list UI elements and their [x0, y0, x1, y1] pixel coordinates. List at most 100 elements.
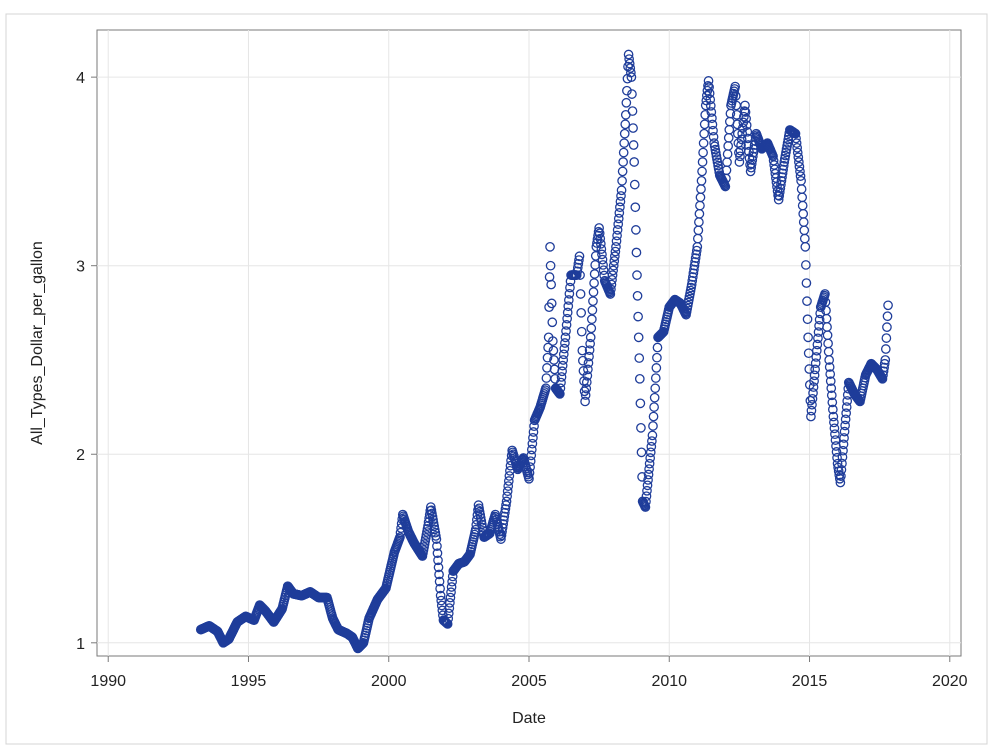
- data-point: [434, 576, 445, 587]
- data-point: [621, 97, 632, 108]
- data-point: [647, 430, 658, 441]
- data-point: [431, 534, 442, 544]
- data-point: [607, 274, 617, 285]
- data-point: [593, 230, 603, 241]
- data-point: [736, 134, 747, 145]
- data-point: [804, 364, 815, 374]
- data-point: [612, 225, 623, 235]
- data-point: [429, 524, 440, 535]
- data-point: [801, 260, 811, 270]
- data-point: [582, 370, 593, 381]
- data-point: [594, 228, 605, 239]
- data-point: [581, 383, 592, 394]
- data-point: [475, 509, 486, 520]
- data-point: [573, 258, 584, 269]
- data-point: [650, 383, 661, 394]
- data-point: [549, 355, 559, 365]
- data-point: [594, 223, 604, 233]
- data-point: [708, 132, 719, 142]
- data-point: [442, 619, 453, 629]
- data-point: [711, 151, 722, 161]
- data-point: [645, 453, 656, 463]
- data-point: [776, 179, 786, 190]
- data-point: [546, 298, 557, 309]
- y-tick-label: 2: [76, 447, 85, 464]
- y-axis: 1 2 3 4: [76, 70, 97, 653]
- data-point: [545, 260, 556, 271]
- data-point: [598, 260, 608, 270]
- data-point: [795, 166, 805, 177]
- x-tick-label: 2000: [371, 673, 407, 690]
- data-point: [624, 58, 635, 69]
- data-point: [431, 531, 441, 541]
- data-point: [619, 128, 630, 139]
- data-point: [501, 496, 512, 507]
- data-point: [635, 398, 646, 409]
- data-point: [688, 268, 699, 279]
- data-point: [734, 157, 745, 167]
- data-point: [803, 332, 813, 343]
- data-point: [632, 270, 642, 280]
- data-point: [699, 128, 710, 139]
- data-point: [584, 345, 595, 356]
- data-point: [435, 590, 446, 601]
- data-point: [445, 597, 455, 608]
- data-point: [646, 441, 657, 452]
- data-point: [560, 338, 570, 348]
- data-point: [809, 370, 820, 381]
- data-point: [547, 317, 558, 328]
- data-point: [707, 113, 717, 124]
- data-point: [883, 300, 893, 311]
- data-point: [644, 464, 654, 474]
- data-point: [609, 251, 620, 262]
- data-point: [432, 541, 442, 552]
- data-point: [574, 251, 585, 262]
- data-point: [629, 179, 640, 190]
- data-point: [446, 582, 457, 592]
- data-point: [698, 147, 708, 158]
- data-point: [432, 548, 443, 559]
- data-point: [697, 166, 707, 177]
- data-point: [606, 279, 617, 290]
- data-point: [444, 603, 455, 613]
- data-point: [496, 534, 506, 544]
- data-point: [687, 272, 698, 282]
- data-point: [622, 85, 632, 96]
- data-point: [558, 355, 569, 365]
- data-point: [778, 160, 789, 171]
- data-point: [629, 157, 640, 167]
- data-point: [576, 326, 587, 337]
- data-point: [705, 94, 716, 105]
- data-point: [645, 447, 656, 458]
- data-point: [620, 119, 631, 130]
- data-point: [740, 107, 751, 117]
- data-point: [839, 426, 850, 437]
- data-point: [810, 364, 820, 375]
- data-point: [561, 326, 571, 336]
- data-point: [574, 255, 584, 265]
- data-point: [745, 166, 756, 177]
- data-point: [588, 296, 598, 306]
- data-point: [776, 175, 787, 186]
- data-point: [648, 411, 659, 422]
- data-point: [545, 241, 555, 252]
- data-point: [632, 291, 643, 301]
- data-point: [618, 157, 629, 167]
- data-point: [584, 351, 594, 362]
- y-axis-title: All_Types_Dollar_per_gallon: [29, 241, 46, 445]
- data-point: [497, 526, 507, 537]
- data-point: [586, 314, 597, 325]
- data-point: [837, 452, 848, 462]
- grid-lines: [97, 30, 961, 656]
- data-point: [576, 307, 587, 318]
- data-point: [558, 349, 569, 360]
- data-point: [795, 171, 806, 181]
- data-point: [793, 152, 804, 163]
- data-point: [498, 515, 509, 526]
- data-point: [433, 562, 444, 573]
- data-point: [502, 491, 512, 502]
- data-point: [589, 278, 599, 288]
- data-point: [879, 362, 889, 373]
- data-point: [445, 592, 456, 603]
- data-points: [195, 49, 893, 654]
